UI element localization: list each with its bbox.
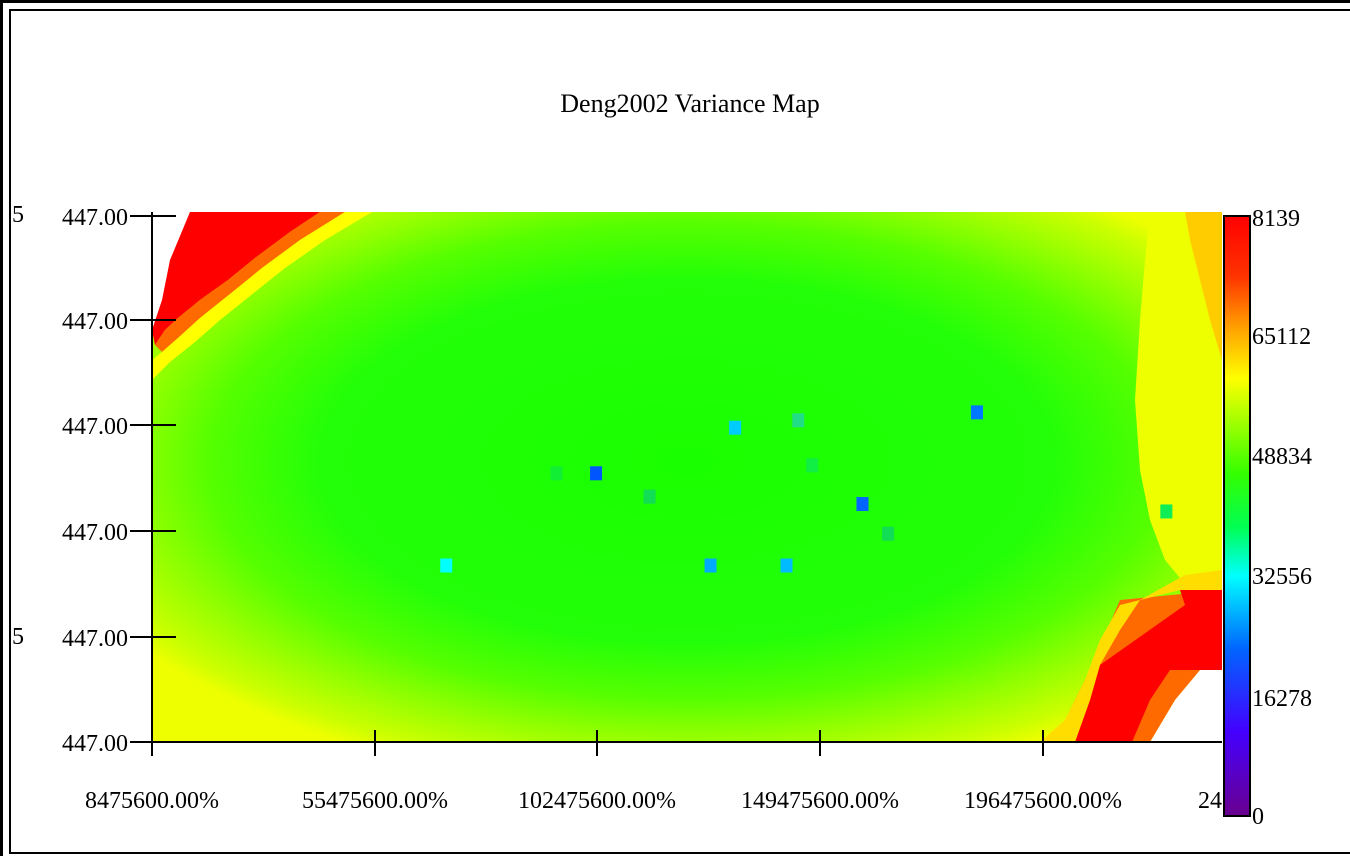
- colorbar: [1223, 215, 1251, 817]
- y-tick-label: 447.00: [62, 626, 128, 652]
- sample-point: [1160, 504, 1173, 519]
- sample-point: [704, 558, 717, 573]
- sample-point: [729, 420, 742, 435]
- colorbar-tick-label: 8139: [1252, 206, 1300, 232]
- x-tick-label: 55475600.00%: [302, 788, 448, 814]
- colorbar-ticks: 8139 65112 48834 32556 16278 0: [1252, 206, 1312, 830]
- left-edge-glyph: 5: [12, 624, 24, 650]
- x-axis-ticks: 8475600.00% 55475600.00% 102475600.00% 1494…: [85, 730, 1246, 814]
- sample-point: [970, 405, 983, 420]
- left-edge-glyph: 5: [12, 202, 24, 228]
- sample-points: [440, 405, 1173, 573]
- colorbar-tick-label: 0: [1252, 804, 1264, 830]
- sample-point: [590, 466, 603, 481]
- sample-point: [806, 458, 819, 473]
- plot-area: [152, 212, 1222, 742]
- heatmap-yellow-bottom-right: [1040, 570, 1222, 742]
- sample-point: [550, 466, 563, 481]
- x-tick-label: 8475600.00%: [85, 788, 219, 814]
- heatmap-hot-bottom-right: [1075, 590, 1222, 742]
- heatmap-warm-top-left: [155, 212, 345, 352]
- colorbar-tick-label: 32556: [1252, 564, 1312, 590]
- chart-title: Deng2002 Variance Map: [560, 89, 819, 118]
- y-tick-label: 447.00: [62, 520, 128, 546]
- colorbar-tick-label: 65112: [1252, 324, 1311, 350]
- chart-panel: [9, 9, 1350, 854]
- y-tick-label: 447.00: [62, 731, 128, 757]
- y-tick-label: 447.00: [62, 414, 128, 440]
- y-axis-ticks: 447.00 447.00 447.00 447.00 447.00 447.00: [62, 205, 176, 757]
- sample-point: [440, 558, 453, 573]
- sample-point: [780, 558, 793, 573]
- heatmap-orange-right: [1185, 212, 1222, 360]
- sample-point: [792, 413, 805, 428]
- y-tick-label: 447.00: [62, 205, 128, 231]
- x-tick-label: 196475600.00%: [964, 788, 1122, 814]
- sample-point: [856, 497, 869, 512]
- x-tick-label: 149475600.00%: [741, 788, 899, 814]
- y-tick-label: 447.00: [62, 309, 128, 335]
- heatmap-hot-top-left: [152, 212, 320, 345]
- colorbar-tick-label: 16278: [1252, 686, 1312, 712]
- sample-point: [643, 489, 656, 504]
- sample-point: [882, 526, 895, 541]
- x-tick-label: 102475600.00%: [518, 788, 676, 814]
- colorbar-tick-label: 48834: [1252, 444, 1312, 470]
- heatmap-field: [152, 212, 1222, 742]
- heatmap-blank-bottom-right: [1150, 670, 1222, 742]
- heatmap-yellow-right: [1135, 212, 1222, 620]
